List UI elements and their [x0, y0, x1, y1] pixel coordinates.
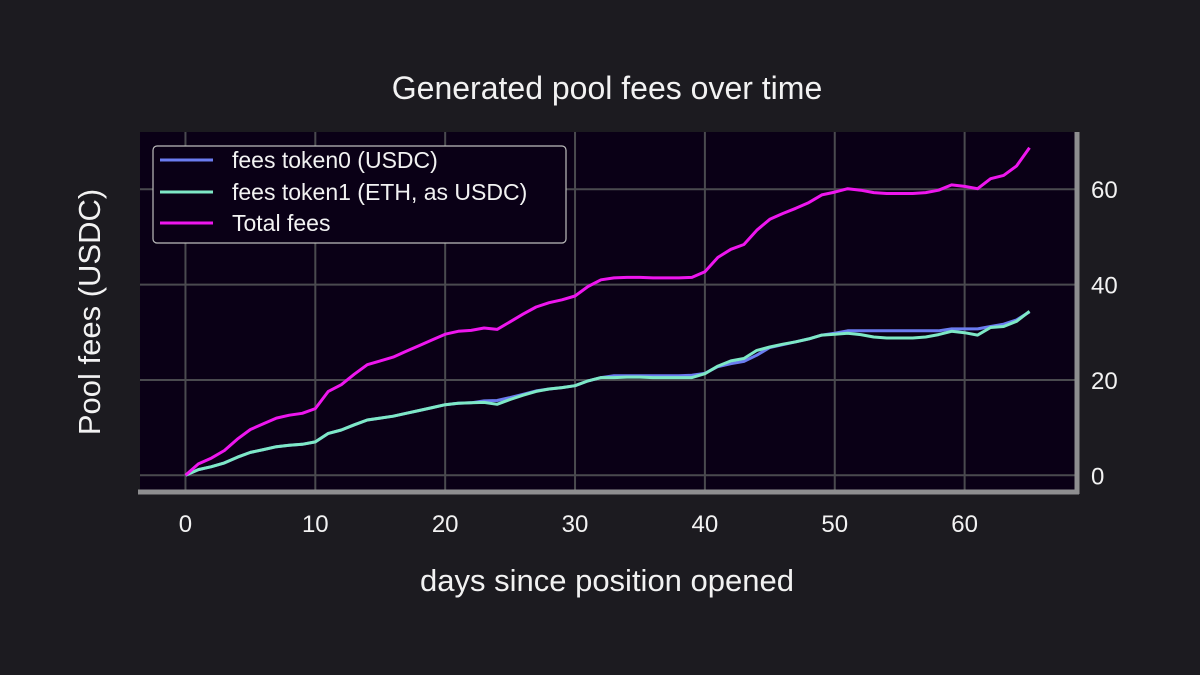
y-tick-label: 60 — [1091, 177, 1118, 204]
legend: fees token0 (USDC) fees token1 (ETH, as … — [152, 145, 567, 244]
legend-label-token0: fees token0 (USDC) — [232, 147, 438, 173]
series-line-2 — [184, 146, 1031, 477]
series-line-1 — [184, 310, 1031, 477]
axes — [138, 132, 1080, 495]
y-tick-label: 20 — [1091, 368, 1118, 395]
series-lines — [184, 146, 1031, 477]
x-tick-label: 30 — [562, 511, 589, 538]
x-tick-label: 0 — [179, 511, 192, 538]
x-tick-label: 20 — [432, 511, 459, 538]
x-tick-label: 60 — [951, 511, 978, 538]
legend-box — [152, 145, 567, 244]
x-tick-label: 50 — [821, 511, 848, 538]
tick-labels: 0 10 20 30 40 50 60 0 20 40 60 — [179, 177, 1118, 538]
chart-title: Generated pool fees over time — [392, 70, 822, 106]
x-tick-label: 10 — [302, 511, 329, 538]
x-axis-label: days since position opened — [420, 563, 794, 598]
legend-label-token1: fees token1 (ETH, as USDC) — [232, 179, 527, 205]
legend-label-total: Total fees — [232, 210, 330, 236]
x-tick-label: 40 — [692, 511, 719, 538]
y-tick-label: 40 — [1091, 273, 1118, 300]
y-axis-label: Pool fees (USDC) — [72, 189, 107, 435]
y-tick-label: 0 — [1091, 463, 1104, 490]
